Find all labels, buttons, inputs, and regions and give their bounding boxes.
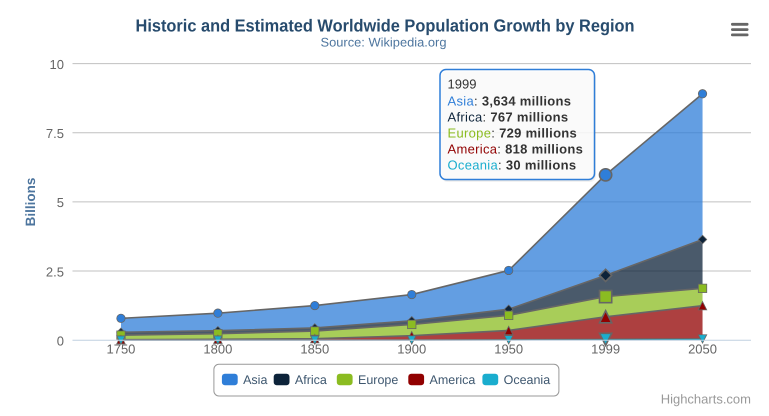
svg-text:Billions: Billions bbox=[23, 178, 38, 227]
svg-text:1750: 1750 bbox=[106, 342, 135, 357]
svg-text:Source: Wikipedia.org: Source: Wikipedia.org bbox=[321, 36, 447, 50]
svg-text:Africa: Africa bbox=[295, 373, 327, 387]
svg-text:1900: 1900 bbox=[397, 342, 426, 357]
svg-text:1999: 1999 bbox=[591, 342, 620, 357]
svg-text:Asia: 3,634 millions: Asia: 3,634 millions bbox=[448, 94, 572, 109]
svg-text:America: 818 millions: America: 818 millions bbox=[448, 142, 584, 157]
svg-text:0: 0 bbox=[57, 333, 64, 348]
svg-text:2050: 2050 bbox=[688, 342, 717, 357]
svg-text:7.5: 7.5 bbox=[46, 126, 64, 141]
svg-text:Highcharts.com: Highcharts.com bbox=[661, 391, 751, 406]
svg-text:Oceania: Oceania bbox=[504, 373, 551, 387]
svg-text:1850: 1850 bbox=[300, 342, 329, 357]
svg-text:1999: 1999 bbox=[448, 76, 477, 91]
svg-text:1950: 1950 bbox=[494, 342, 523, 357]
svg-text:Europe: Europe bbox=[358, 373, 398, 387]
svg-text:Oceania: 30 millions: Oceania: 30 millions bbox=[448, 158, 577, 173]
svg-text:Africa: 767 millions: Africa: 767 millions bbox=[448, 110, 569, 125]
svg-text:Europe: 729 millions: Europe: 729 millions bbox=[448, 126, 578, 141]
svg-text:Asia: Asia bbox=[243, 373, 267, 387]
svg-text:America: America bbox=[430, 373, 476, 387]
svg-text:2.5: 2.5 bbox=[46, 264, 64, 279]
svg-text:10: 10 bbox=[50, 57, 64, 72]
svg-text:5: 5 bbox=[57, 195, 64, 210]
svg-text:1800: 1800 bbox=[203, 342, 232, 357]
svg-text:Historic and Estimated Worldwi: Historic and Estimated Worldwide Populat… bbox=[136, 16, 635, 36]
